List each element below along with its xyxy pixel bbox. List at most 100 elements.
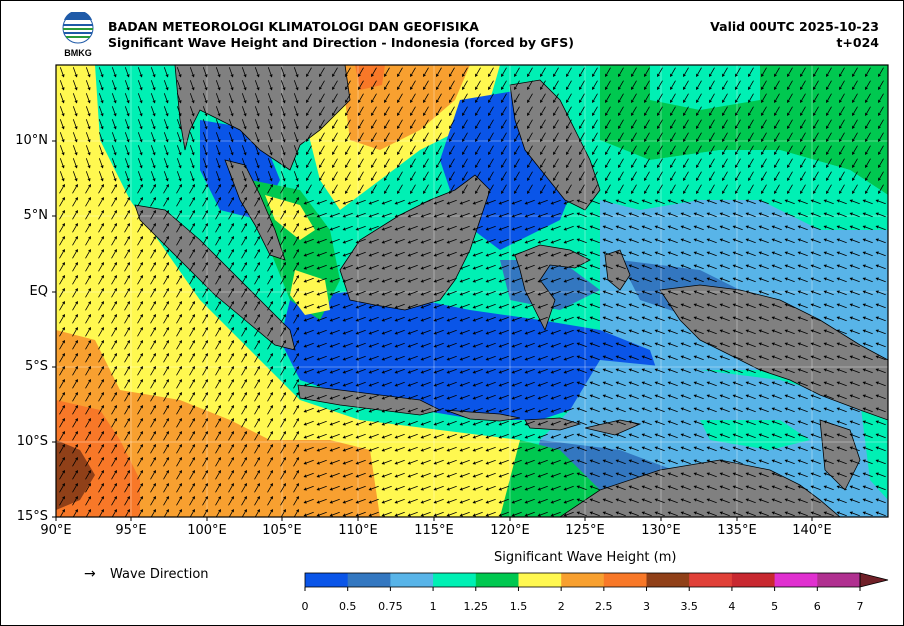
wave-arrow-head: [498, 396, 502, 400]
wave-arrow-head: [127, 209, 130, 214]
wave-arrow: [85, 145, 91, 155]
wave-arrow-head: [693, 355, 697, 359]
wave-arrow-head: [368, 500, 372, 504]
wave-arrow-head: [875, 446, 879, 450]
wave-arrow-head: [381, 487, 385, 491]
wave-arrow-head: [114, 209, 117, 214]
wave-arrow: [72, 301, 78, 311]
wave-arrow-head: [358, 138, 361, 143]
wave-arrow-head: [839, 112, 842, 117]
wave-arrow-head: [797, 316, 801, 320]
wave-arrow-head: [179, 482, 182, 487]
wave-arrow-head: [732, 498, 736, 502]
wave-arrow: [538, 498, 548, 504]
wave-arrow: [345, 67, 351, 77]
wave-arrow-head: [511, 227, 515, 231]
wave-arrow: [501, 132, 507, 142]
wave-arrow-head: [813, 125, 816, 130]
wave-arrow: [525, 407, 535, 413]
wave-arrow-head: [758, 433, 762, 437]
wave-arrow: [642, 264, 652, 270]
wave-arrow: [228, 444, 234, 454]
wave-arrow-head: [745, 225, 749, 229]
wave-arrow-head: [875, 472, 879, 476]
wave-arrow: [785, 251, 795, 257]
wave-arrow-head: [100, 126, 104, 130]
colorbar-tick-label: 0.5: [338, 600, 357, 613]
wave-arrow: [837, 420, 847, 426]
wave-arrow-head: [231, 443, 234, 448]
wave-arrow: [616, 446, 626, 452]
wave-arrow: [681, 225, 691, 231]
wave-arrow-head: [589, 498, 593, 502]
wave-arrow: [460, 303, 470, 309]
wave-arrow: [501, 145, 507, 155]
wave-arrow-head: [836, 212, 840, 216]
wave-arrow-head: [628, 446, 632, 450]
wave-arrow-head: [446, 513, 450, 517]
wave-arrow-head: [823, 485, 827, 489]
wave-arrow-head: [446, 214, 450, 218]
wave-arrow: [202, 132, 208, 142]
wave-arrow: [657, 184, 663, 194]
wave-arrow: [785, 303, 795, 309]
wave-arrow-head: [329, 370, 333, 374]
wave-arrow-head: [88, 378, 91, 383]
wave-arrow-head: [826, 164, 829, 169]
wave-arrow: [878, 171, 884, 181]
wave-arrow: [499, 433, 509, 439]
wave-arrow-head: [628, 264, 632, 268]
wave-arrow-head: [862, 407, 866, 411]
wave-arrow-head: [420, 201, 424, 205]
wave-arrow-head: [179, 508, 182, 513]
wave-arrow-head: [459, 318, 463, 322]
wave-arrow-head: [800, 112, 803, 117]
wave-arrow-head: [719, 303, 723, 307]
wave-arrow: [616, 212, 626, 218]
wave-arrow-head: [88, 248, 91, 253]
wave-arrow-head: [368, 253, 372, 257]
wave-arrow: [408, 368, 418, 374]
wave-arrow: [330, 394, 340, 400]
wave-arrow: [735, 171, 741, 181]
wave-arrow-head: [784, 368, 788, 372]
wave-arrow-head: [436, 112, 439, 117]
wave-arrow: [577, 498, 587, 504]
wave-arrow-head: [355, 500, 359, 504]
wave-arrow: [590, 446, 600, 452]
wave-arrow-head: [423, 86, 426, 91]
wave-arrow: [137, 171, 143, 181]
wave-arrow: [735, 132, 741, 142]
wave-arrow-head: [192, 222, 195, 227]
wave-arrow-head: [823, 368, 827, 372]
wave-arrow: [189, 379, 195, 389]
wave-arrow-head: [732, 511, 736, 515]
wave-arrow: [486, 316, 496, 322]
wave-arrow: [436, 184, 442, 194]
wave-arrow: [746, 199, 756, 205]
wave-arrow-head: [628, 381, 632, 385]
wave-arrow-head: [641, 277, 645, 281]
wave-arrow-head: [205, 313, 208, 318]
wave-arrow: [696, 171, 702, 181]
wave-arrow-head: [126, 152, 130, 156]
wave-arrow-head: [576, 212, 580, 216]
wave-arrow: [720, 264, 730, 270]
wave-arrow: [317, 511, 327, 517]
wave-arrow: [395, 277, 405, 283]
wave-arrow: [837, 407, 847, 413]
wave-arrow: [564, 251, 574, 257]
wave-arrow: [72, 405, 78, 415]
colorbar-segment: [774, 573, 818, 587]
wave-arrow: [356, 420, 366, 426]
wave-arrow-head: [498, 292, 502, 296]
wave-arrow: [189, 301, 195, 311]
wave-arrow: [540, 67, 546, 77]
wave-arrow-head: [74, 178, 78, 182]
wave-arrow-head: [862, 420, 866, 424]
wave-arrow-head: [244, 300, 247, 305]
wave-arrow-head: [745, 381, 749, 385]
wave-arrow-head: [472, 513, 476, 517]
wave-arrow: [746, 251, 756, 257]
wave-arrow-head: [745, 433, 749, 437]
